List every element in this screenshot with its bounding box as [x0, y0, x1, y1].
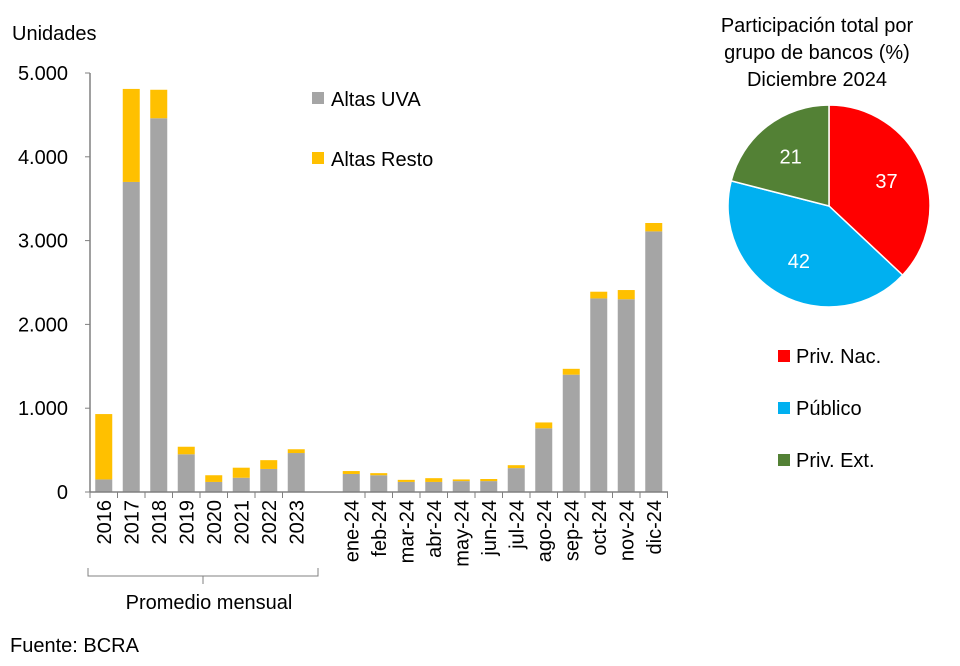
pie-data-label: 21 — [779, 147, 801, 169]
x-tick-label: ene-24 — [341, 500, 363, 562]
y-axis-label: Unidades — [12, 23, 97, 45]
x-tick-label: abr-24 — [424, 500, 446, 558]
pie-legend-label: Público — [796, 398, 862, 420]
bar-altas-uva-mar-24 — [397, 481, 415, 492]
legend-label: Altas Resto — [331, 149, 433, 171]
bar-altas-uva-oct-24 — [590, 298, 608, 492]
bar-altas-uva-ene-24 — [342, 473, 360, 492]
x-tick-label: dic-24 — [644, 500, 666, 554]
bar-altas-uva-ago-24 — [535, 428, 553, 492]
pie-legend-label: Priv. Nac. — [796, 346, 881, 368]
y-tick-label: 1.000 — [18, 398, 68, 420]
x-tick-label: 2016 — [94, 500, 116, 545]
legend-swatch — [312, 92, 324, 104]
bar-altas-resto-2022 — [260, 460, 278, 469]
x-tick-label: jun-24 — [479, 500, 501, 557]
bar-altas-resto-feb-24 — [370, 473, 388, 476]
pie-legend-swatch — [778, 350, 790, 362]
bar-altas-uva-2023 — [287, 453, 305, 492]
pie-slice-público — [727, 179, 904, 308]
x-tick-label: jul-24 — [506, 500, 528, 550]
bar-altas-resto-ene-24 — [342, 471, 360, 474]
y-tick-label: 3.000 — [18, 231, 68, 253]
bar-altas-resto-2023 — [287, 449, 305, 454]
bar-altas-uva-2019 — [177, 454, 195, 492]
x-tick-label: 2019 — [176, 500, 198, 545]
bar-altas-uva-jul-24 — [507, 468, 525, 492]
pie-slice-priv-ext- — [730, 104, 830, 207]
y-tick-label: 4.000 — [18, 147, 68, 169]
pie-title-line: grupo de bancos (%) — [724, 42, 910, 64]
bar-altas-resto-2016 — [95, 414, 113, 480]
pie-legend-label: Priv. Ext. — [796, 450, 875, 472]
bar-altas-resto-dic-24 — [645, 223, 663, 232]
bar-altas-uva-2018 — [150, 118, 168, 492]
legend-swatch — [312, 152, 324, 164]
bar-altas-resto-2017 — [122, 88, 140, 182]
pie-legend-swatch — [778, 454, 790, 466]
bar-altas-resto-jun-24 — [480, 479, 498, 482]
bar-altas-uva-2017 — [122, 181, 140, 492]
bar-altas-uva-nov-24 — [617, 299, 635, 492]
bar-altas-uva-sep-24 — [562, 374, 580, 492]
pie-data-label: 37 — [875, 171, 897, 193]
pie-slice-priv-nac- — [828, 104, 931, 277]
bar-altas-resto-ago-24 — [535, 422, 553, 429]
x-tick-label: 2017 — [121, 500, 143, 545]
pie-legend-swatch — [778, 402, 790, 414]
bar-altas-resto-2021 — [232, 467, 250, 478]
bar-altas-resto-oct-24 — [590, 291, 608, 299]
x-tick-label: 2022 — [259, 500, 281, 545]
source-note: Fuente: BCRA — [10, 635, 140, 657]
y-tick-label: 5.000 — [18, 63, 68, 85]
x-tick-label: oct-24 — [589, 500, 611, 556]
legend-label: Altas UVA — [331, 89, 421, 111]
bar-altas-resto-nov-24 — [617, 290, 635, 300]
x-tick-label: 2020 — [204, 500, 226, 545]
bar-altas-uva-2020 — [205, 481, 223, 492]
bar-altas-resto-2019 — [177, 446, 195, 455]
bar-altas-resto-2020 — [205, 475, 223, 482]
x-tick-label: 2021 — [231, 500, 253, 545]
bar-altas-uva-2022 — [260, 468, 278, 492]
bar-altas-uva-dic-24 — [645, 231, 663, 492]
bar-altas-resto-2018 — [150, 89, 168, 119]
bar-altas-resto-may-24 — [452, 479, 470, 482]
pie-title-line: Diciembre 2024 — [747, 69, 887, 91]
bar-altas-uva-may-24 — [452, 481, 470, 492]
y-tick-label: 0 — [57, 482, 68, 504]
group-bracket — [87, 568, 319, 584]
bar-altas-uva-abr-24 — [425, 481, 443, 492]
group-label: Promedio mensual — [126, 592, 293, 614]
bar-altas-resto-sep-24 — [562, 368, 580, 375]
x-tick-label: ago-24 — [534, 500, 556, 562]
y-tick-label: 2.000 — [18, 314, 68, 336]
x-tick-label: sep-24 — [561, 500, 583, 561]
x-tick-label: feb-24 — [369, 500, 391, 557]
bar-altas-resto-abr-24 — [425, 478, 443, 482]
bar-altas-uva-2021 — [232, 477, 250, 492]
bar-altas-uva-jun-24 — [480, 481, 498, 492]
x-tick-label: nov-24 — [616, 500, 638, 561]
x-tick-label: 2023 — [286, 500, 308, 545]
x-tick-label: may-24 — [451, 500, 473, 567]
bar-altas-resto-mar-24 — [397, 479, 415, 482]
x-tick-label: mar-24 — [396, 500, 418, 563]
pie-title-line: Participación total por — [721, 15, 914, 37]
bar-altas-uva-2016 — [95, 479, 113, 492]
bar-altas-uva-feb-24 — [370, 475, 388, 492]
x-tick-label: 2018 — [149, 500, 171, 545]
pie-data-label: 42 — [788, 251, 810, 273]
bar-altas-resto-jul-24 — [507, 465, 525, 469]
